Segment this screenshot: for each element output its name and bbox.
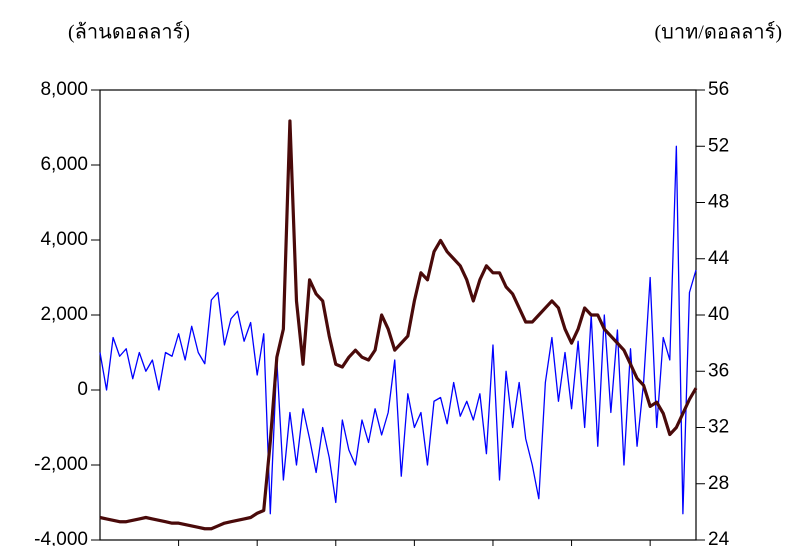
y2-tick-label: 48 [708,192,729,213]
y-tick-label: -4,000 [34,529,88,546]
y-tick-label: 4,000 [40,229,88,250]
y2-tick-label: 28 [708,473,729,494]
y-tick-label: 0 [77,379,88,400]
y2-tick-label: 32 [708,417,729,438]
chart: (ล้านดอลลาร์) (บาท/ดอลลาร์) -4,000 -2,000… [0,0,786,546]
y-tick-label: 2,000 [40,304,88,325]
y2-tick-label: 44 [708,248,730,269]
y2-tick-label: 56 [708,79,729,100]
plot-frame [100,90,696,540]
y2-tick-label: 52 [708,135,729,156]
y-axis-label: (ล้านดอลลาร์) [68,21,190,44]
y2-axis-label: (บาท/ดอลลาร์) [655,21,782,44]
y2-tick-label: 36 [708,360,729,381]
y-tick-label: 8,000 [40,79,88,100]
y2-tick-label: 40 [708,304,729,325]
series-line [100,121,696,529]
y-tick-label: -2,000 [34,454,88,475]
y-tick-label: 6,000 [40,154,88,175]
y2-tick-label: 24 [708,529,730,546]
